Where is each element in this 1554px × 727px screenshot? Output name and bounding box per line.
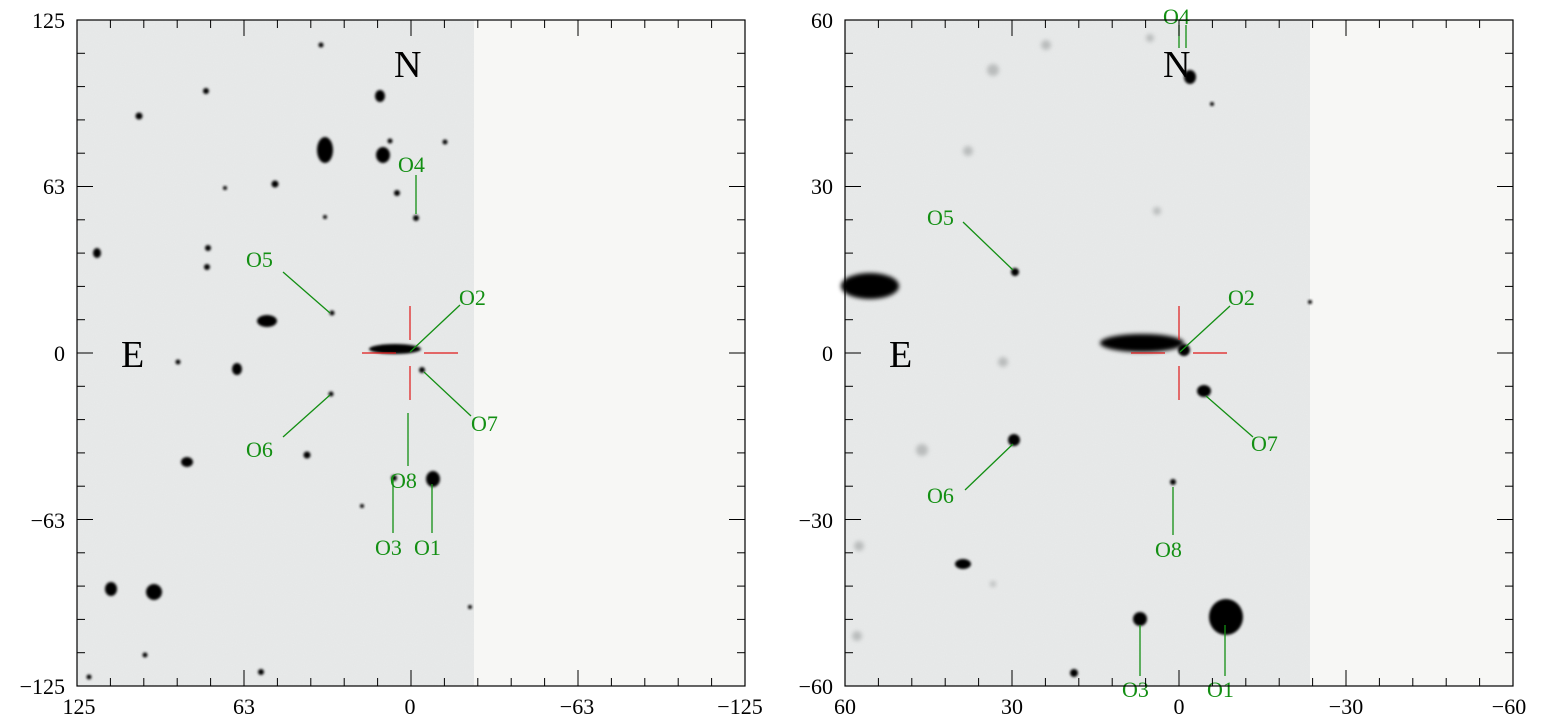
left-x-tick-label: 125 [63,694,96,719]
right-x-tick-label: 30 [1001,694,1023,719]
right-x-tick-label: −60 [1492,694,1526,719]
left-label-o4: O4 [398,152,425,177]
left-y-tick-labels: 125 63 0 −63 −125 [20,8,65,699]
left-label-o6: O6 [246,437,273,462]
left-leader-lines [282,175,472,533]
right-x-tick-label: 60 [834,694,856,719]
left-label-o7: O7 [471,411,498,436]
left-x-tick-label: 63 [233,694,255,719]
left-y-tick-label: 125 [32,8,65,33]
left-x-tick-label: 0 [405,694,416,719]
left-image-blank [474,20,745,686]
right-label-o8: O8 [1155,537,1182,562]
left-panel: O4 O5 O2 O6 O7 O8 O3 O1 N E 125 63 0 −63… [20,8,763,719]
right-label-o4: O4 [1163,4,1190,29]
right-x-tick-labels: 60 30 0 −30 −60 [834,694,1526,719]
right-image-blank [1310,20,1513,686]
left-label-o1: O1 [414,535,441,560]
left-compass-north: N [394,44,421,86]
left-y-tick-label: −125 [20,674,65,699]
right-label-o1: O1 [1207,677,1234,702]
left-label-o3: O3 [375,535,402,560]
right-y-tick-label: 30 [811,174,833,199]
left-x-tick-labels: 125 63 0 −63 −125 [63,694,763,719]
left-crosshair [362,306,458,400]
left-x-tick-label: −63 [560,694,594,719]
left-y-tick-label: −63 [31,508,65,533]
right-image-noise [845,20,1310,686]
right-x-tick-label: 0 [1174,694,1185,719]
right-y-tick-label: 0 [822,341,833,366]
left-y-tick-label: 0 [54,341,65,366]
left-x-tick-label: −125 [717,694,762,719]
right-label-o7: O7 [1251,431,1278,456]
right-sources [841,70,1312,677]
left-y-tick-label: 63 [43,174,65,199]
left-compass-east: E [121,334,144,376]
left-object-labels: O4 O5 O2 O6 O7 O8 O3 O1 [246,152,498,560]
right-faint-sources [852,34,1161,641]
left-label-o8: O8 [390,468,417,493]
right-label-o6: O6 [927,483,954,508]
right-tick-marks [844,19,1514,687]
left-label-o5: O5 [246,247,273,272]
left-tick-marks [76,19,746,687]
right-compass-east: E [889,334,912,376]
right-y-tick-label: −30 [799,508,833,533]
right-label-o2: O2 [1228,285,1255,310]
right-compass-north: N [1163,44,1190,86]
left-sources [86,42,472,680]
right-leader-lines [962,25,1254,676]
right-y-tick-label: 60 [811,8,833,33]
right-object-labels: O4 O5 O2 O6 O7 O8 O3 O1 [927,4,1278,702]
left-label-o2: O2 [459,285,486,310]
right-crosshair [1131,306,1227,400]
right-y-tick-label: −60 [799,674,833,699]
right-y-tick-labels: 60 30 0 −30 −60 [799,8,833,699]
right-label-o3: O3 [1122,677,1149,702]
right-x-tick-label: −30 [1329,694,1363,719]
right-panel: O4 O5 O2 O6 O7 O8 O3 O1 N E 60 30 0 −30 … [799,4,1527,719]
right-label-o5: O5 [927,205,954,230]
